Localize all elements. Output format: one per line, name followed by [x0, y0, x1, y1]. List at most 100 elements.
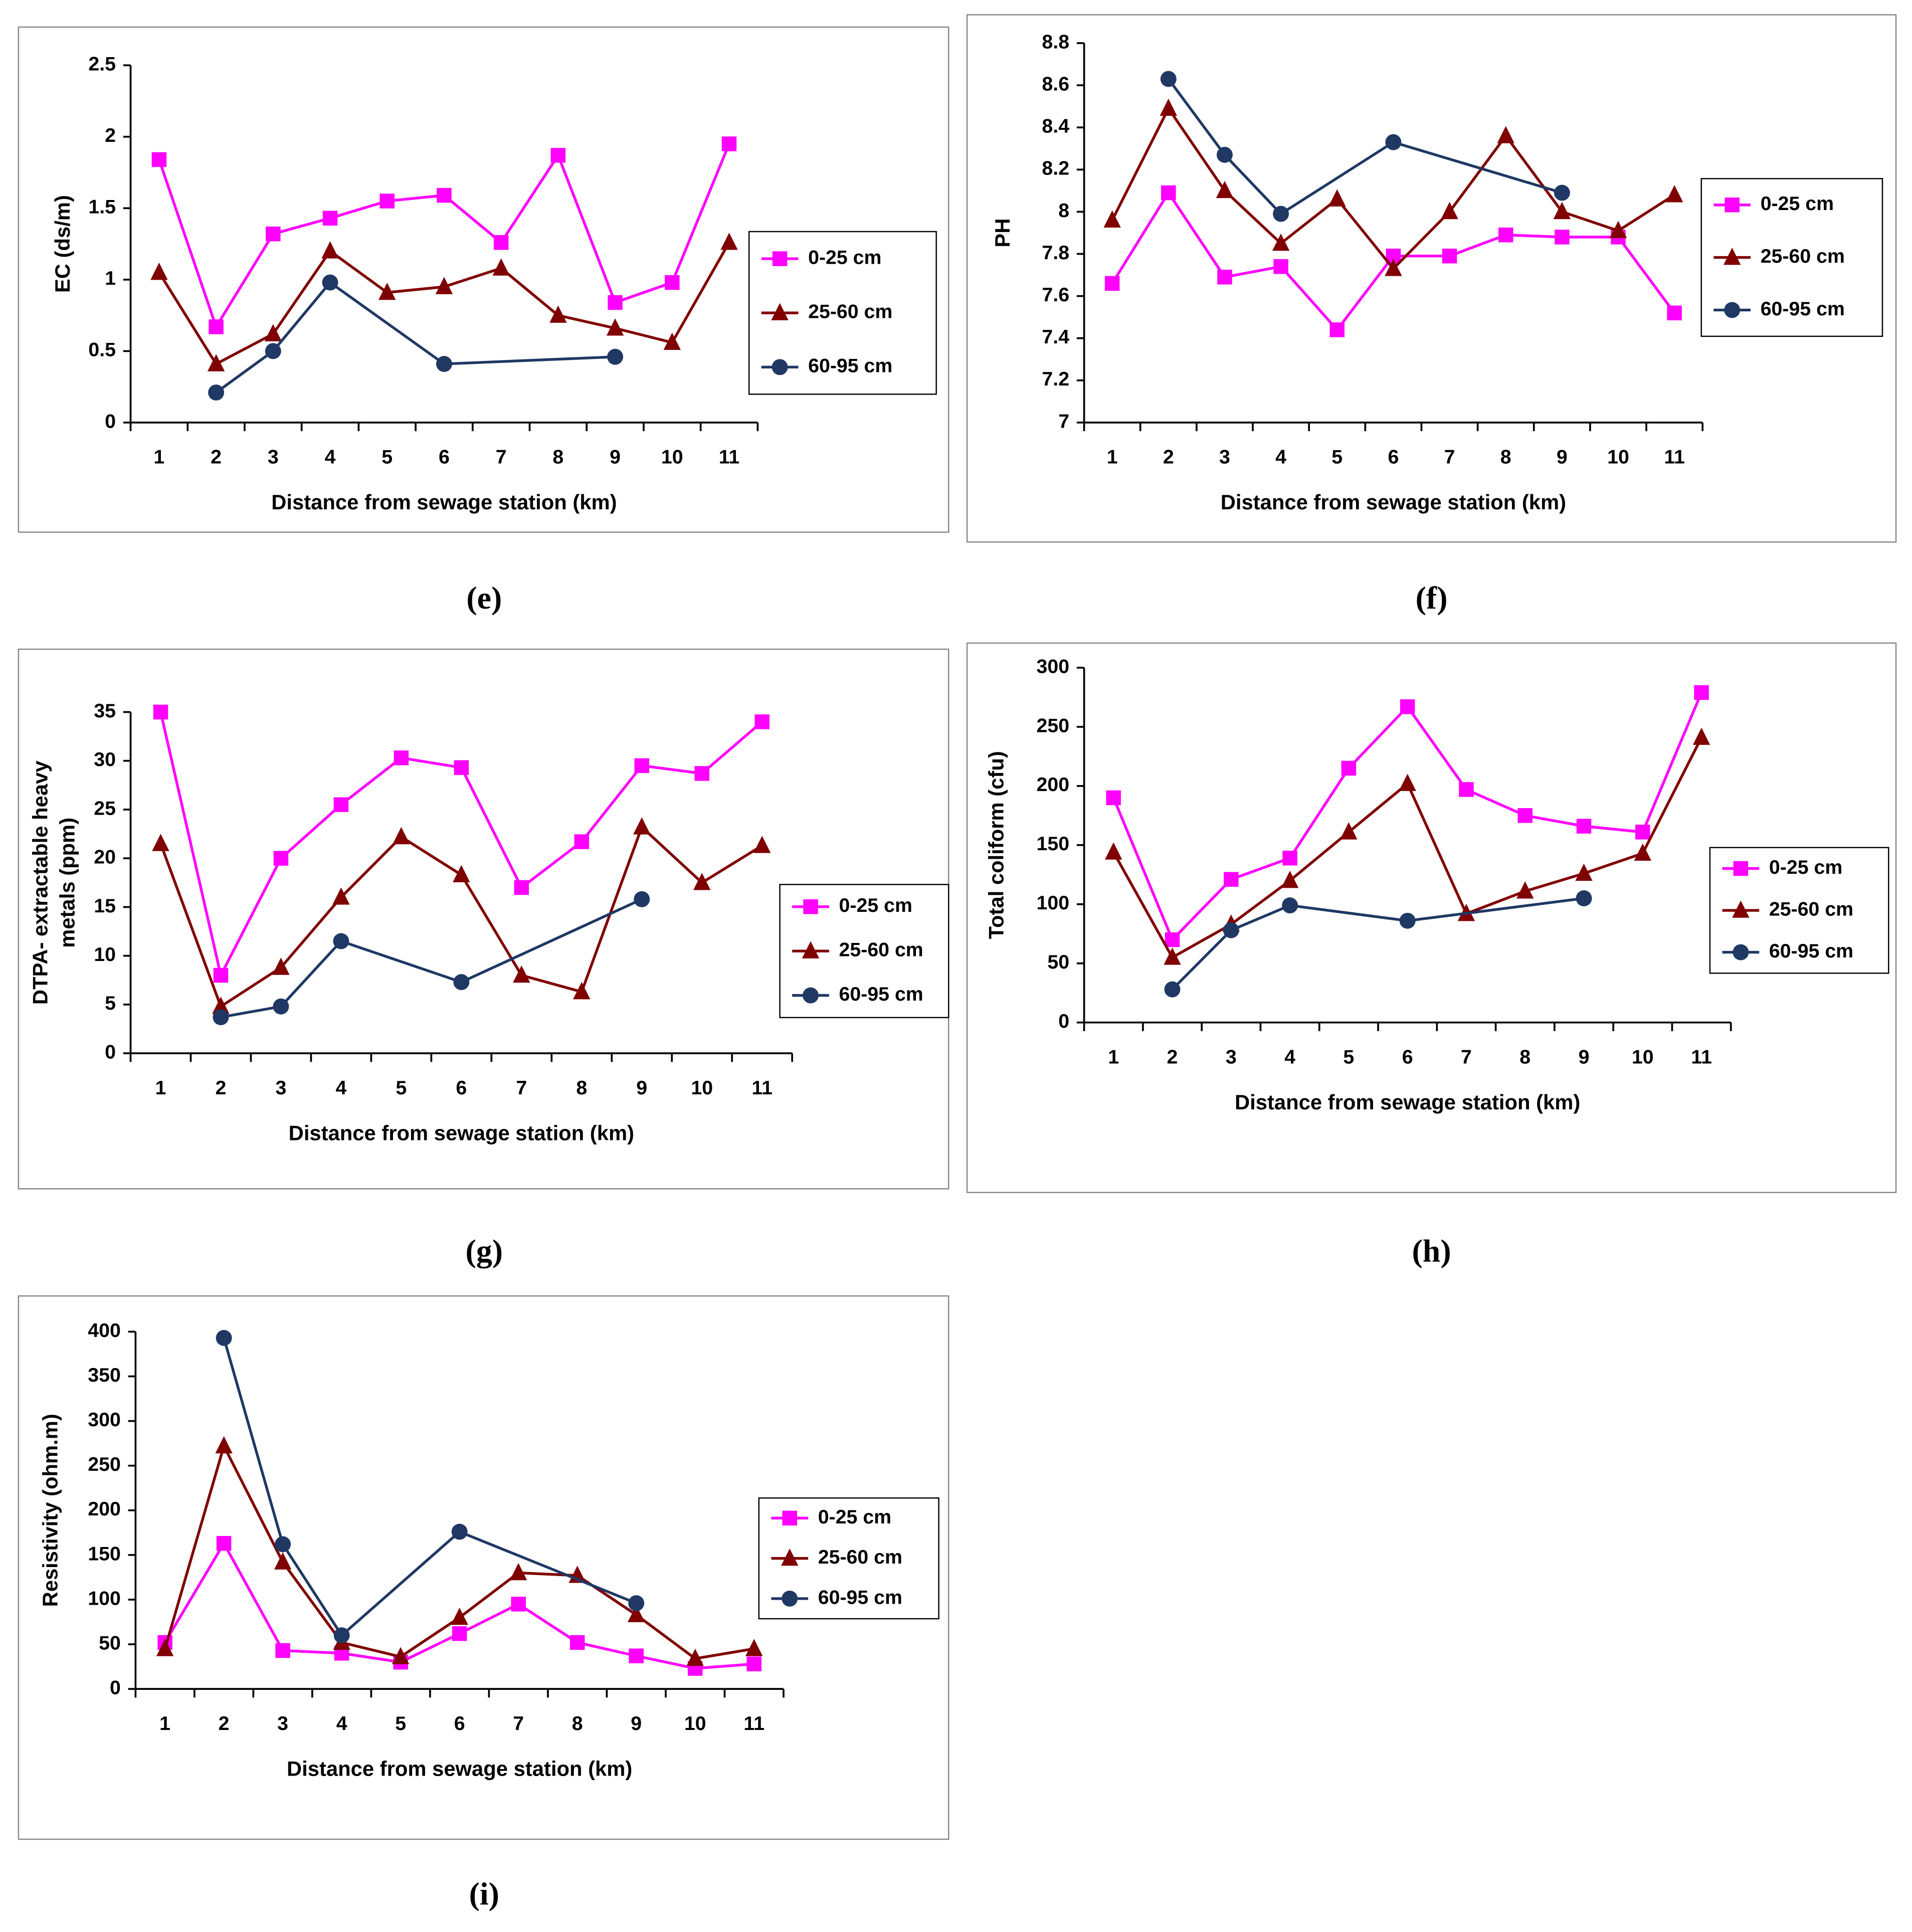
- data-point: [333, 1627, 350, 1644]
- y-tick-label: 1: [105, 267, 116, 289]
- y-tick-label: 50: [99, 1632, 121, 1654]
- data-point: [1216, 146, 1233, 163]
- data-point: [1576, 819, 1592, 834]
- data-point: [150, 262, 168, 280]
- legend-label: 25-60 cm: [1769, 898, 1853, 920]
- data-point: [213, 1009, 229, 1026]
- x-tick-label: 11: [743, 1712, 764, 1734]
- data-point: [1517, 808, 1533, 823]
- x-tick-label: 9: [1579, 1046, 1590, 1068]
- data-point: [1692, 727, 1710, 745]
- y-tick-label: 0: [105, 1041, 116, 1063]
- x-tick-label: 5: [1343, 1046, 1354, 1068]
- x-tick-label: 8: [1519, 1046, 1531, 1068]
- x-tick-label: 5: [381, 446, 393, 468]
- data-point: [514, 880, 529, 895]
- x-tick-label: 5: [1331, 446, 1343, 468]
- data-point: [452, 1626, 467, 1641]
- data-point: [607, 348, 624, 365]
- x-tick-label: 5: [396, 1077, 407, 1099]
- series-line: [1111, 106, 1675, 271]
- x-tick-label: 9: [610, 446, 621, 468]
- series-line: [158, 242, 730, 366]
- panel-caption: (g): [466, 1233, 503, 1268]
- legend-marker: [1732, 900, 1750, 918]
- series-line: [157, 143, 730, 330]
- y-tick-label: 200: [1037, 774, 1070, 796]
- data-point: [379, 194, 395, 209]
- data-point: [264, 324, 282, 341]
- data-point: [1164, 981, 1181, 998]
- data-point: [754, 714, 770, 729]
- data-point: [275, 1643, 290, 1658]
- data-point: [274, 1552, 292, 1570]
- x-tick-label: 7: [516, 1077, 527, 1099]
- x-tick-label: 8: [552, 446, 563, 468]
- legend: 0-25 cm 25-60 cm 60-95 cm: [779, 884, 949, 1019]
- legend-label: 0-25 cm: [808, 246, 881, 268]
- legend: 0-25 cm 25-60 cm 60-95 cm: [1700, 178, 1883, 337]
- data-point: [1164, 947, 1181, 965]
- y-tick-label: 200: [88, 1498, 121, 1520]
- data-point: [265, 343, 281, 359]
- data-point: [1635, 825, 1650, 840]
- legend-label: 60-95 cm: [818, 1586, 902, 1608]
- panel-caption: (f): [1416, 580, 1448, 616]
- panel-caption: (e): [466, 580, 502, 616]
- y-tick-label: 7.4: [1042, 326, 1069, 348]
- legend-label: 60-95 cm: [1761, 298, 1845, 320]
- data-point: [1459, 782, 1474, 797]
- data-point: [1273, 206, 1289, 222]
- x-axis-label: Distance from sewage station (km): [287, 1757, 632, 1780]
- data-point: [686, 1648, 704, 1666]
- y-tick-label: 15: [94, 895, 116, 917]
- y-axis-label: PH: [991, 218, 1014, 247]
- data-point: [1282, 851, 1297, 866]
- data-point: [1634, 843, 1652, 861]
- legend-label: 0-25 cm: [839, 894, 912, 916]
- data-point: [1609, 221, 1627, 238]
- y-tick-label: 8: [1058, 200, 1069, 222]
- y-tick-label: 7: [1058, 410, 1069, 432]
- legend-label: 25-60 cm: [839, 939, 923, 961]
- y-tick-label: 7.8: [1042, 242, 1069, 264]
- data-point: [451, 1607, 468, 1625]
- y-tick-label: 7.2: [1042, 368, 1069, 390]
- data-point: [1553, 202, 1571, 220]
- legend-marker: [803, 987, 819, 1004]
- data-point: [1105, 842, 1122, 860]
- legend-label: 25-60 cm: [808, 301, 892, 323]
- data-point: [1665, 185, 1683, 203]
- panel-caption: (i): [469, 1876, 499, 1911]
- series-line: [1112, 692, 1703, 942]
- x-tick-label: 6: [439, 446, 450, 468]
- y-tick-label: 35: [94, 700, 116, 722]
- data-point: [1555, 230, 1570, 245]
- data-point: [1340, 822, 1358, 840]
- panel-frame: [18, 1295, 949, 1840]
- legend-label: 60-95 cm: [839, 983, 923, 1005]
- data-point: [156, 1639, 174, 1656]
- data-point: [633, 817, 651, 835]
- y-tick-label: 5: [105, 992, 116, 1014]
- data-point: [207, 354, 225, 371]
- legend: 0-25 cm 25-60 cm 60-95 cm: [758, 1497, 939, 1620]
- x-tick-label: 1: [1107, 446, 1118, 468]
- x-tick-label: 2: [219, 1712, 230, 1734]
- data-point: [1441, 202, 1458, 220]
- x-tick-label: 10: [661, 446, 683, 468]
- data-point: [573, 982, 591, 1000]
- y-tick-label: 250: [88, 1453, 121, 1475]
- data-point: [1667, 305, 1682, 320]
- data-point: [1516, 881, 1534, 899]
- x-tick-label: 3: [277, 1712, 288, 1734]
- x-tick-label: 8: [572, 1712, 583, 1734]
- x-tick-label: 4: [325, 446, 336, 468]
- series-line: [163, 1540, 754, 1670]
- data-point: [1400, 699, 1415, 714]
- x-tick-label: 7: [1444, 446, 1455, 468]
- data-point: [694, 766, 709, 781]
- data-point: [272, 957, 290, 975]
- legend-marker: [781, 1548, 799, 1566]
- data-point: [1554, 184, 1570, 201]
